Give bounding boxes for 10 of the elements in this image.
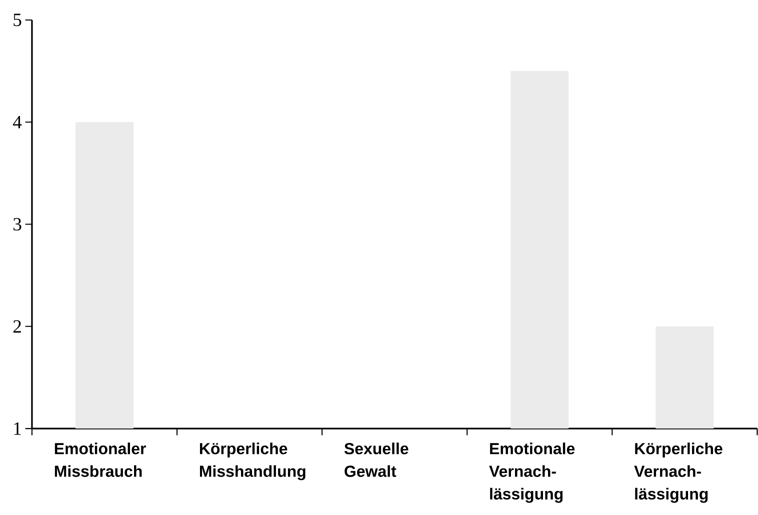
x-tick-label: Emotionaler Missbrauch: [54, 442, 146, 477]
y-tick-label: 2: [13, 320, 21, 332]
x-tick-label: Körperliche Misshandlung: [200, 442, 306, 480]
y-tick-label: 4: [12, 116, 22, 128]
y-tick-label: 3: [14, 218, 22, 230]
x-tick-label: Körperliche Vernach-lässigung: [634, 442, 722, 503]
y-tick-label: 5: [14, 14, 22, 26]
y-tick-label: 1: [14, 422, 21, 434]
x-tick-label: Sexuelle Gewalt: [344, 442, 408, 477]
x-tick-label: Emotionale Vernach-lässigung: [489, 442, 575, 503]
